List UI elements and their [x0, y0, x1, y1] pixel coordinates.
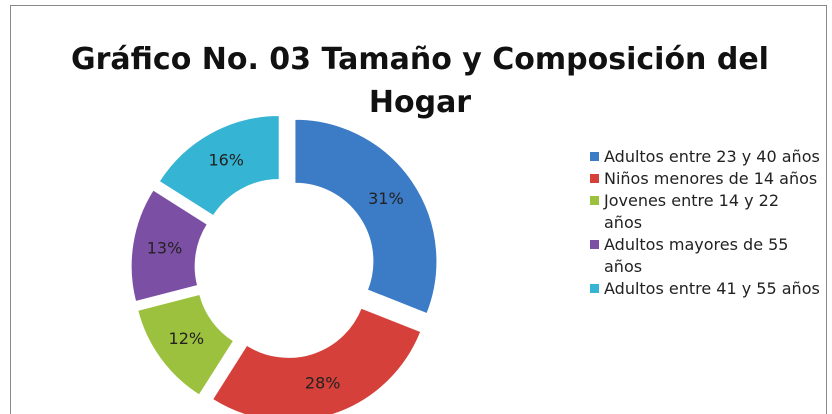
- legend-swatch: [590, 196, 599, 205]
- legend-label: Adultos mayores de 55 años: [604, 235, 789, 276]
- legend-item: Adultos entre 23 y 40 años: [590, 146, 822, 168]
- legend-swatch: [590, 174, 599, 183]
- slice: [211, 307, 422, 414]
- legend-swatch: [590, 152, 599, 161]
- slice: [130, 189, 208, 303]
- slice: [294, 118, 438, 315]
- data-label: 13%: [147, 238, 183, 257]
- legend-label: Jovenes entre 14 y 22 años: [604, 191, 779, 232]
- slice: [158, 114, 280, 217]
- frame: [10, 5, 827, 414]
- legend: Adultos entre 23 y 40 años Niños menores …: [590, 146, 822, 300]
- data-label: 31%: [368, 189, 404, 208]
- legend-swatch: [590, 284, 599, 293]
- legend-item: Niños menores de 14 años: [590, 168, 822, 190]
- data-label: 16%: [208, 151, 244, 170]
- data-label: 28%: [305, 374, 341, 393]
- legend-label: Adultos entre 41 y 55 años: [604, 279, 820, 298]
- legend-item: Jovenes entre 14 y 22 años: [590, 190, 822, 234]
- legend-label: Niños menores de 14 años: [604, 169, 818, 188]
- data-label: 12%: [169, 329, 205, 348]
- chart-title: Gráfico No. 03 Tamaño y Composición del …: [71, 42, 769, 120]
- legend-item: Adultos mayores de 55 años: [590, 234, 822, 278]
- legend-swatch: [590, 240, 599, 249]
- legend-item: Adultos entre 41 y 55 años: [590, 278, 822, 300]
- legend-label: Adultos entre 23 y 40 años: [604, 147, 820, 166]
- slice: [137, 293, 235, 396]
